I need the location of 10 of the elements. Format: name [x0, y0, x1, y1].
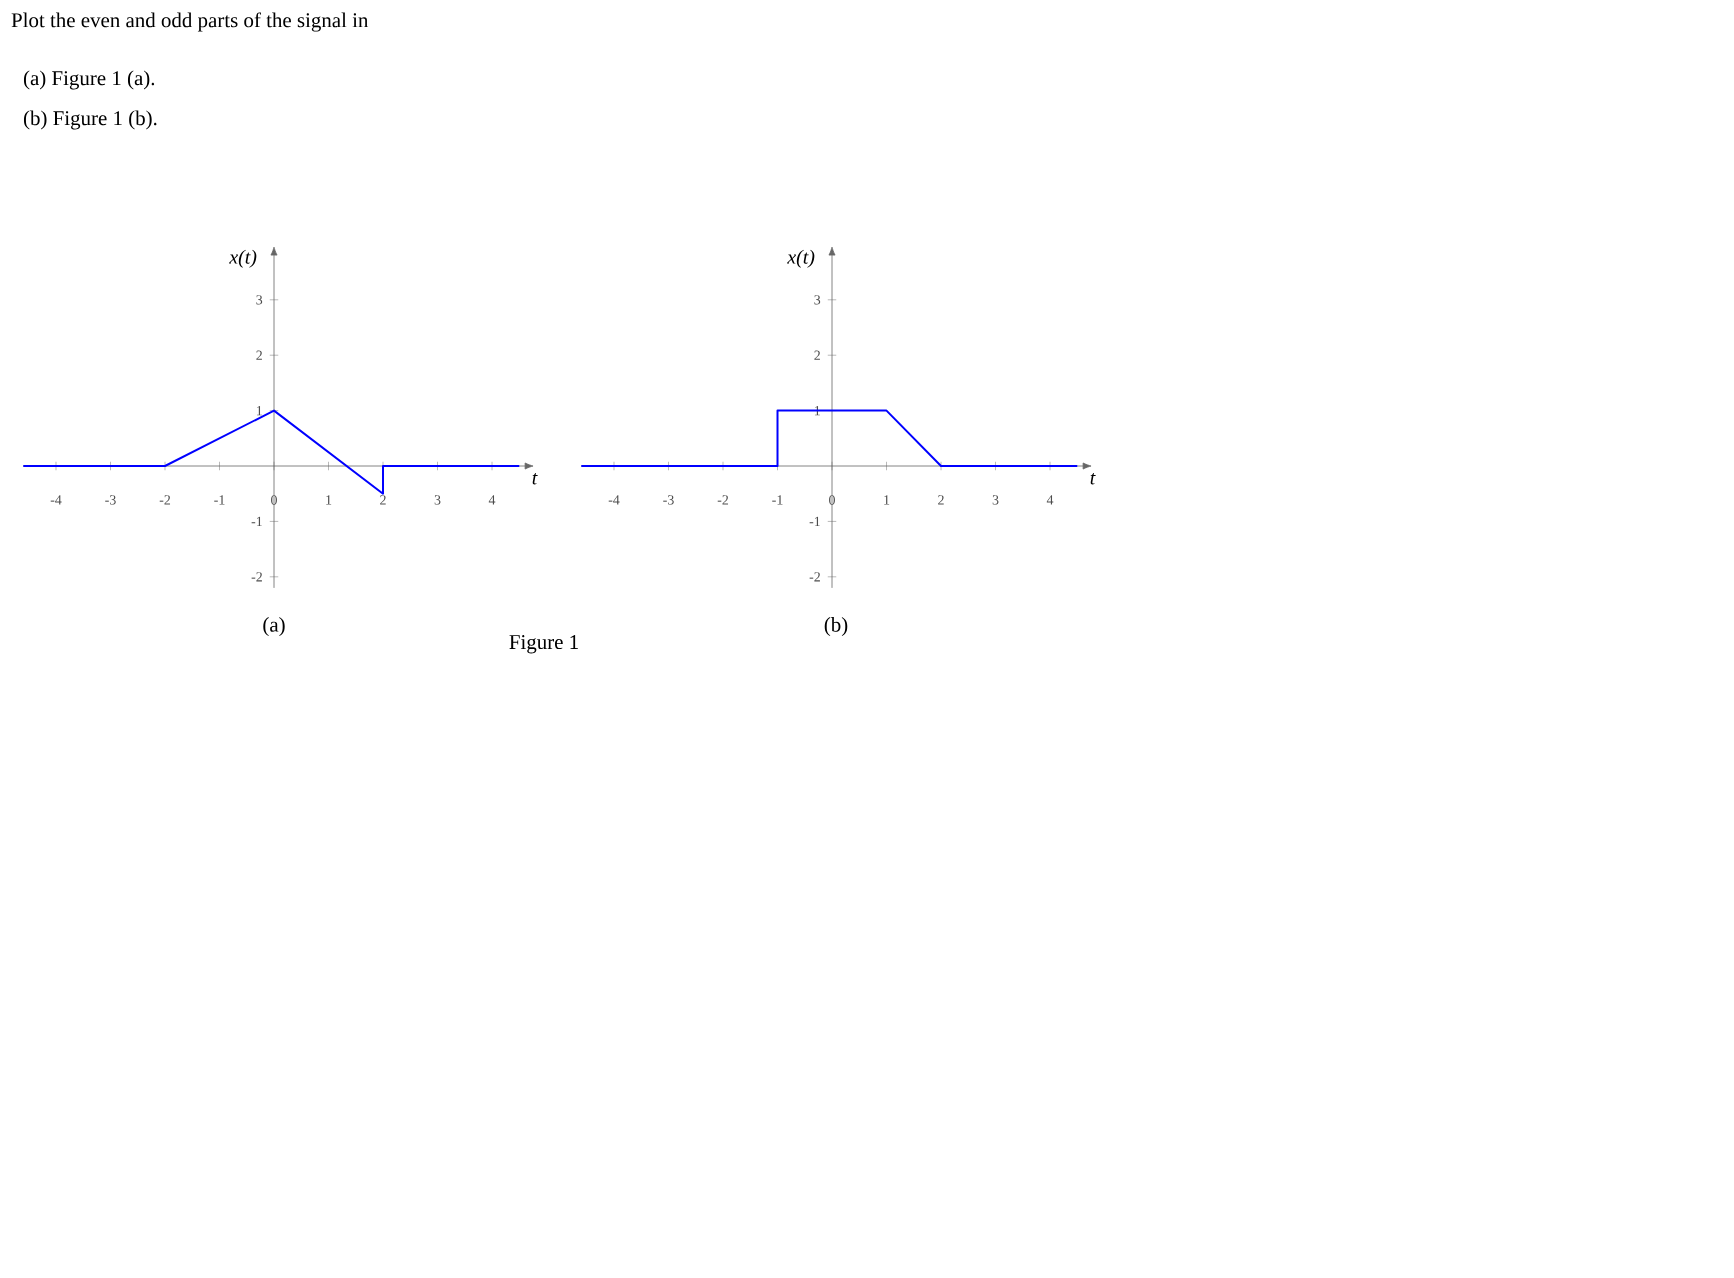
- y-axis-title: x(t): [787, 249, 815, 268]
- x-axis-title: t: [1090, 473, 1096, 485]
- text: (b): [824, 617, 848, 636]
- text: (b) Figure 1 (b).: [23, 110, 157, 130]
- text: (a): [263, 617, 285, 636]
- caption: Figure 1: [509, 635, 578, 654]
- y-axis-title: x(t): [229, 249, 257, 268]
- chart-title: Plot the even and odd parts of the signal in: [11, 12, 369, 32]
- text: (a) Figure 1 (a).: [23, 70, 155, 90]
- x-axis-title: t: [532, 473, 538, 485]
